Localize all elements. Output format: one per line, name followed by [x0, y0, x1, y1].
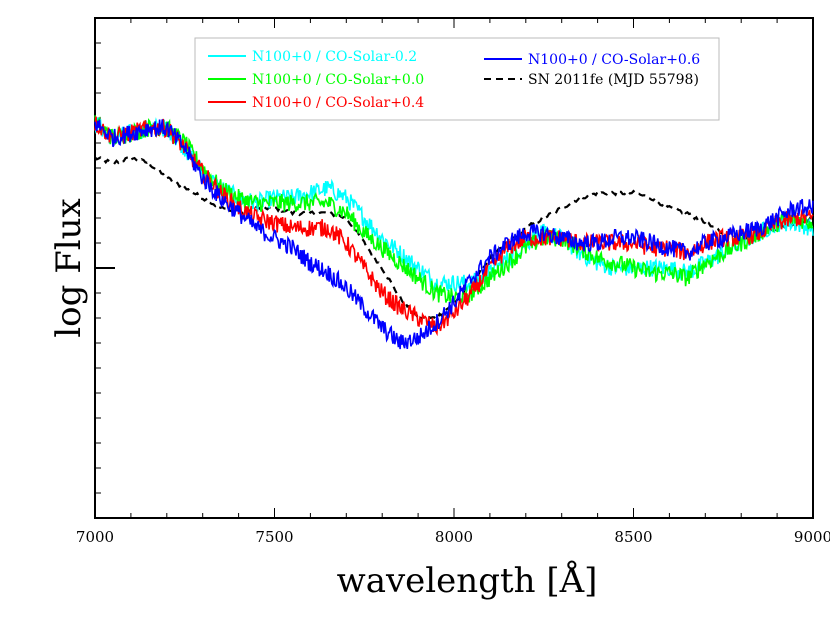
series-layer — [94, 115, 814, 350]
legend-box — [194, 37, 720, 121]
series-line-3 — [94, 119, 814, 350]
legend-label-3: N100+0 / CO-Solar+0.6 — [528, 52, 700, 68]
series-line-1 — [94, 115, 814, 304]
y-axis-title: log Flux — [49, 198, 89, 337]
legend-label-0: N100+0 / CO-Solar-0.2 — [252, 49, 417, 65]
x-tick-label: 7500 — [255, 528, 293, 546]
x-tick-label: 8000 — [435, 528, 473, 546]
x-tick-label: 7000 — [76, 528, 114, 546]
legend: N100+0 / CO-Solar-0.2 N100+0 / CO-Solar+0… — [208, 49, 700, 111]
x-axis-title: wavelength [Å] — [337, 560, 598, 601]
legend-label-2: N100+0 / CO-Solar+0.4 — [252, 95, 424, 111]
x-tick-labels: 7000 7500 8000 8500 9000 — [76, 528, 830, 546]
x-tick-label: 8500 — [614, 528, 652, 546]
series-line-2 — [94, 116, 814, 337]
x-tick-label: 9000 — [794, 528, 830, 546]
legend-label-4: SN 2011fe (MJD 55798) — [528, 72, 699, 88]
series-line-4 — [94, 155, 813, 322]
legend-label-1: N100+0 / CO-Solar+0.0 — [252, 72, 424, 88]
